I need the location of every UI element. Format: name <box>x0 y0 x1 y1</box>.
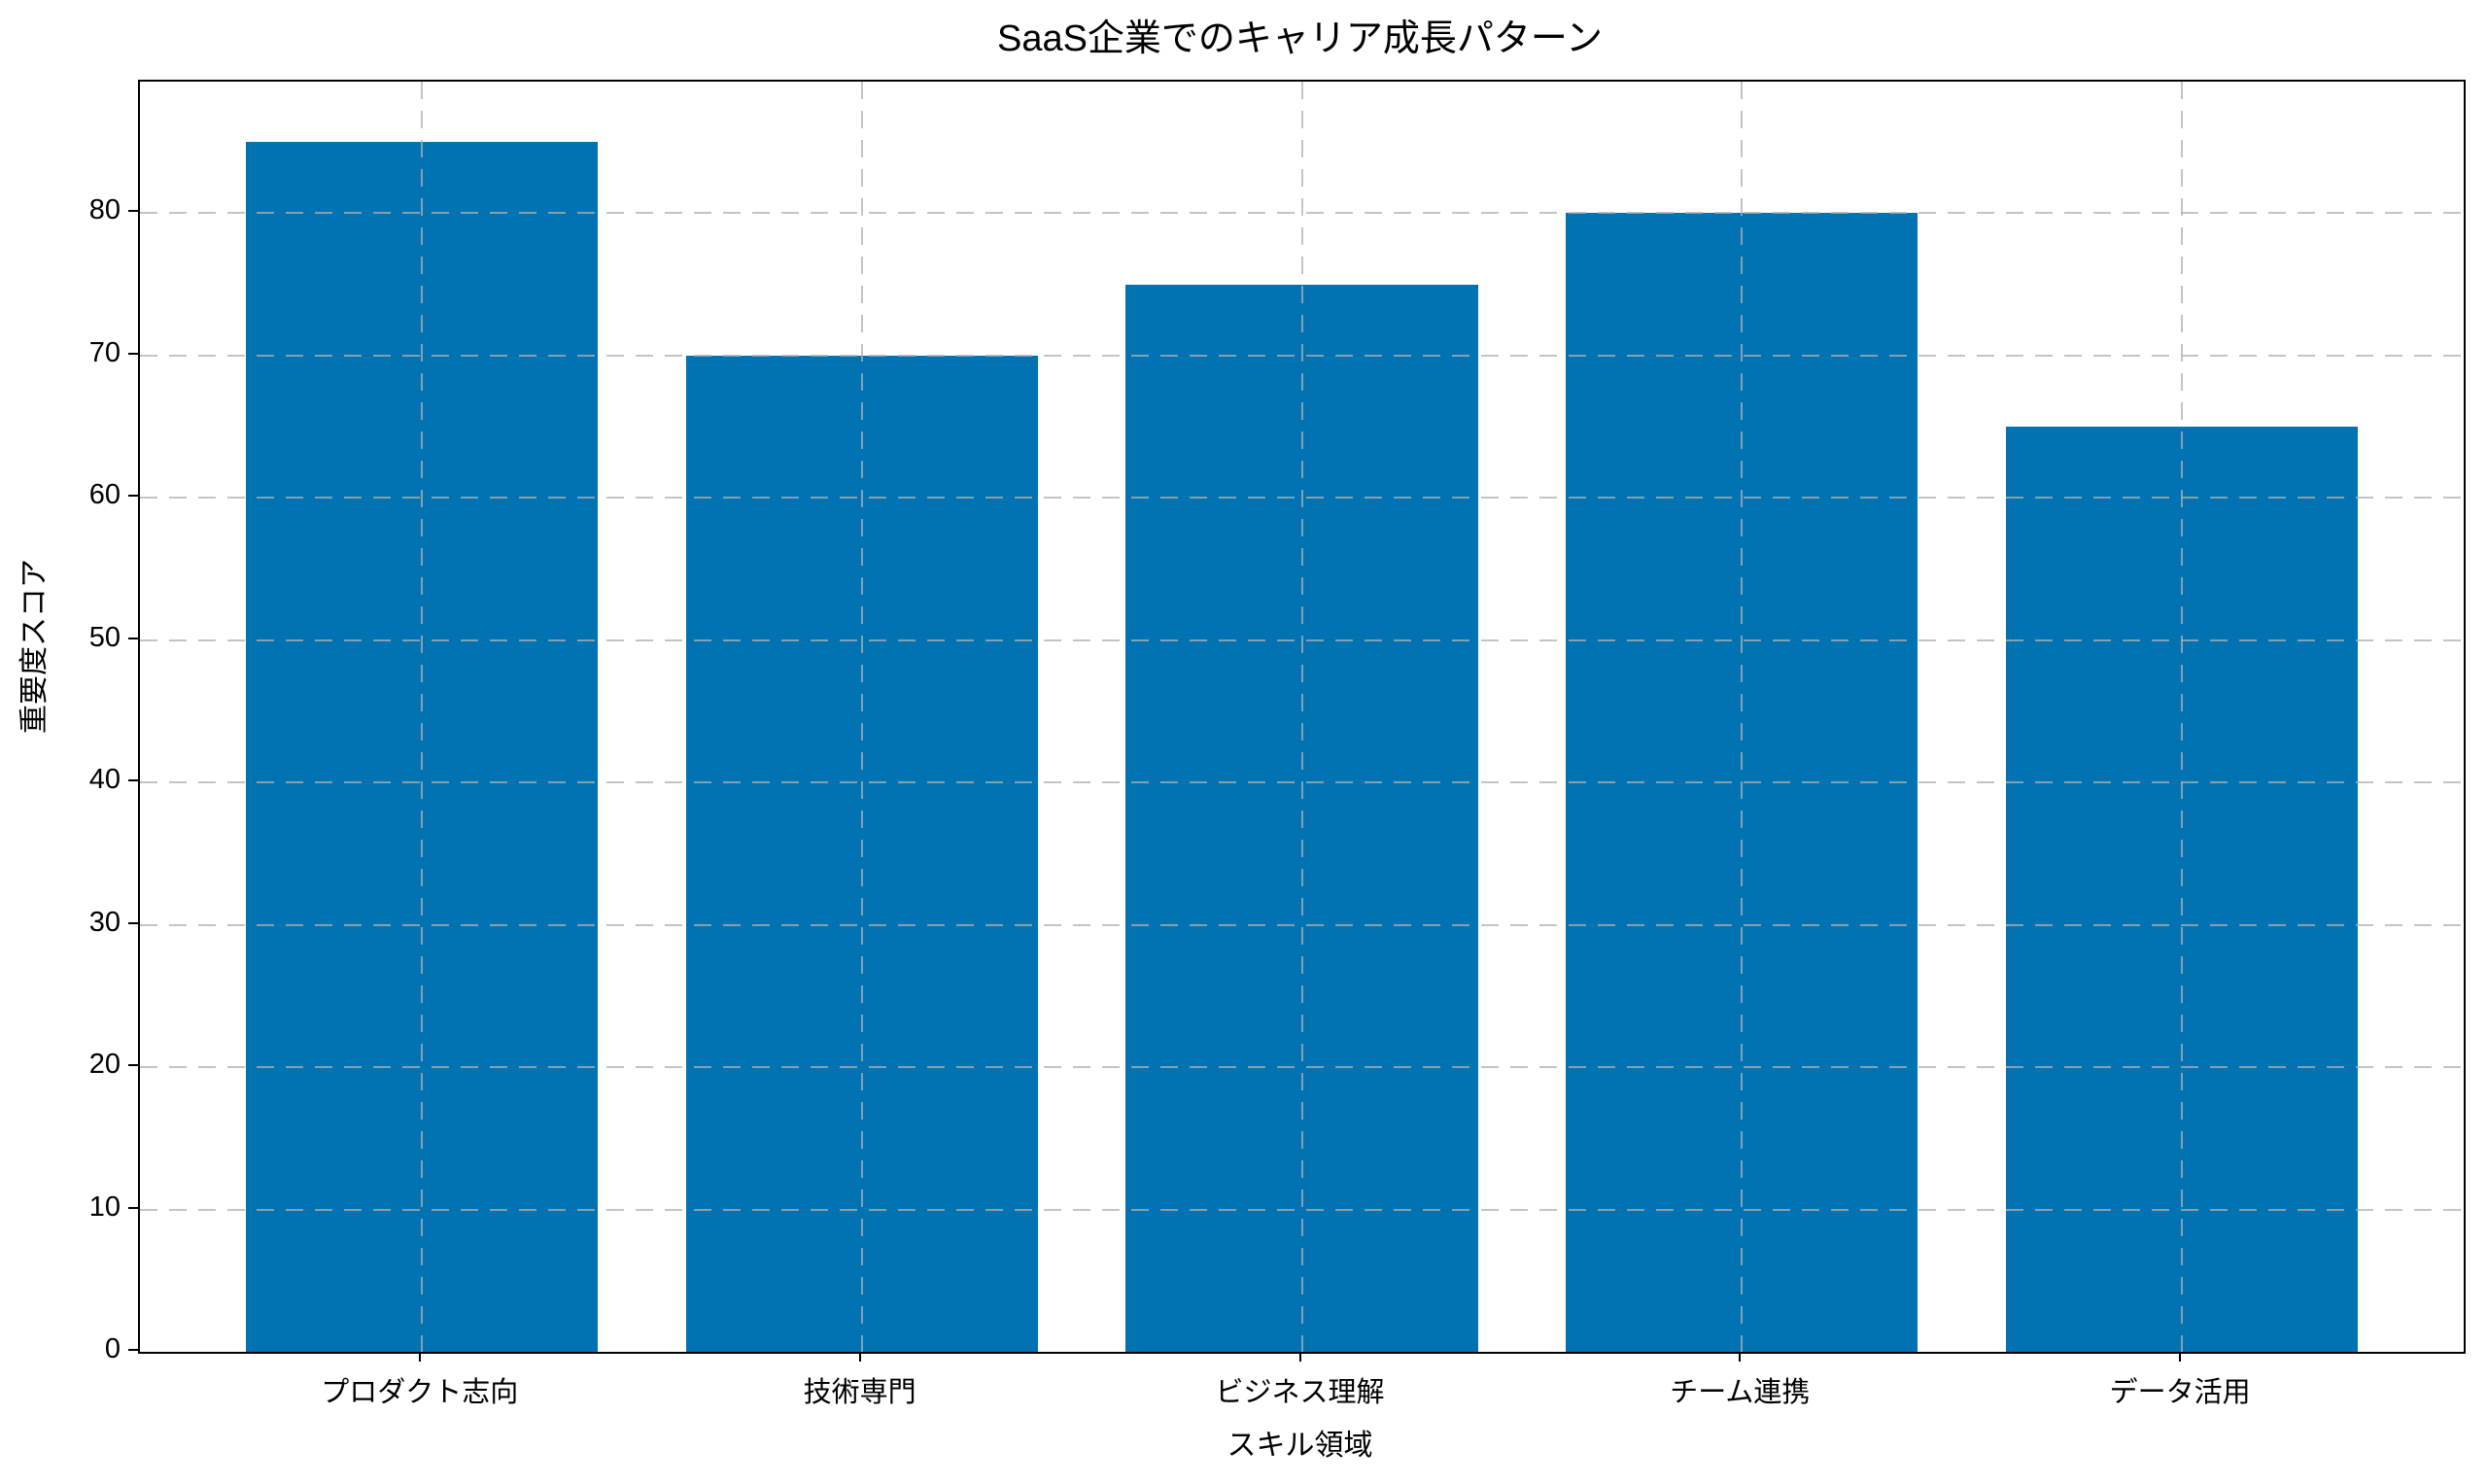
y-tick-mark-80 <box>128 210 138 213</box>
v-gridline-2 <box>860 82 863 1352</box>
x-tick-mark-1 <box>418 1352 421 1362</box>
y-tick-label-80: 80 <box>88 194 121 226</box>
v-gridline-5 <box>2181 82 2184 1352</box>
x-tick-label-1: プロダクト志向 <box>321 1377 519 1408</box>
y-tick-mark-10 <box>128 1206 138 1209</box>
x-tick-label-3: ビジネス理解 <box>1215 1377 1385 1408</box>
x-tick-mark-4 <box>1739 1352 1742 1362</box>
y-tick-label-50: 50 <box>88 621 121 653</box>
y-tick-label-20: 20 <box>88 1049 121 1081</box>
y-tick-mark-30 <box>128 921 138 924</box>
v-gridline-1 <box>420 82 423 1352</box>
y-tick-label-10: 10 <box>88 1191 121 1223</box>
y-tick-mark-0 <box>128 1349 138 1351</box>
y-tick-mark-40 <box>128 779 138 782</box>
x-tick-label-4: チーム連携 <box>1670 1377 1811 1408</box>
x-tick-mark-5 <box>2179 1352 2182 1362</box>
plot-area <box>138 80 2466 1354</box>
y-tick-mark-50 <box>128 637 138 639</box>
x-axis-label: スキル領域 <box>1227 1430 1373 1462</box>
y-tick-label-60: 60 <box>88 479 121 511</box>
y-axis-label: 重要度スコア <box>10 559 52 734</box>
y-tick-mark-20 <box>128 1064 138 1067</box>
y-tick-mark-60 <box>128 495 138 498</box>
chart-title: SaaS企業でのキャリア成長パターン <box>996 18 1604 59</box>
v-gridline-3 <box>1300 82 1303 1352</box>
x-tick-label-2: 技術専門 <box>803 1377 916 1408</box>
y-axis-label-text: 重要度スコア <box>18 559 51 734</box>
x-tick-mark-2 <box>858 1352 861 1362</box>
x-tick-mark-3 <box>1298 1352 1301 1362</box>
v-gridline-4 <box>1741 82 1744 1352</box>
y-tick-mark-70 <box>128 352 138 355</box>
y-tick-label-30: 30 <box>88 906 121 938</box>
y-tick-label-0: 0 <box>104 1333 121 1364</box>
y-tick-label-40: 40 <box>88 764 121 796</box>
x-tick-label-5: データ活用 <box>2109 1377 2251 1408</box>
y-tick-label-70: 70 <box>88 336 121 368</box>
